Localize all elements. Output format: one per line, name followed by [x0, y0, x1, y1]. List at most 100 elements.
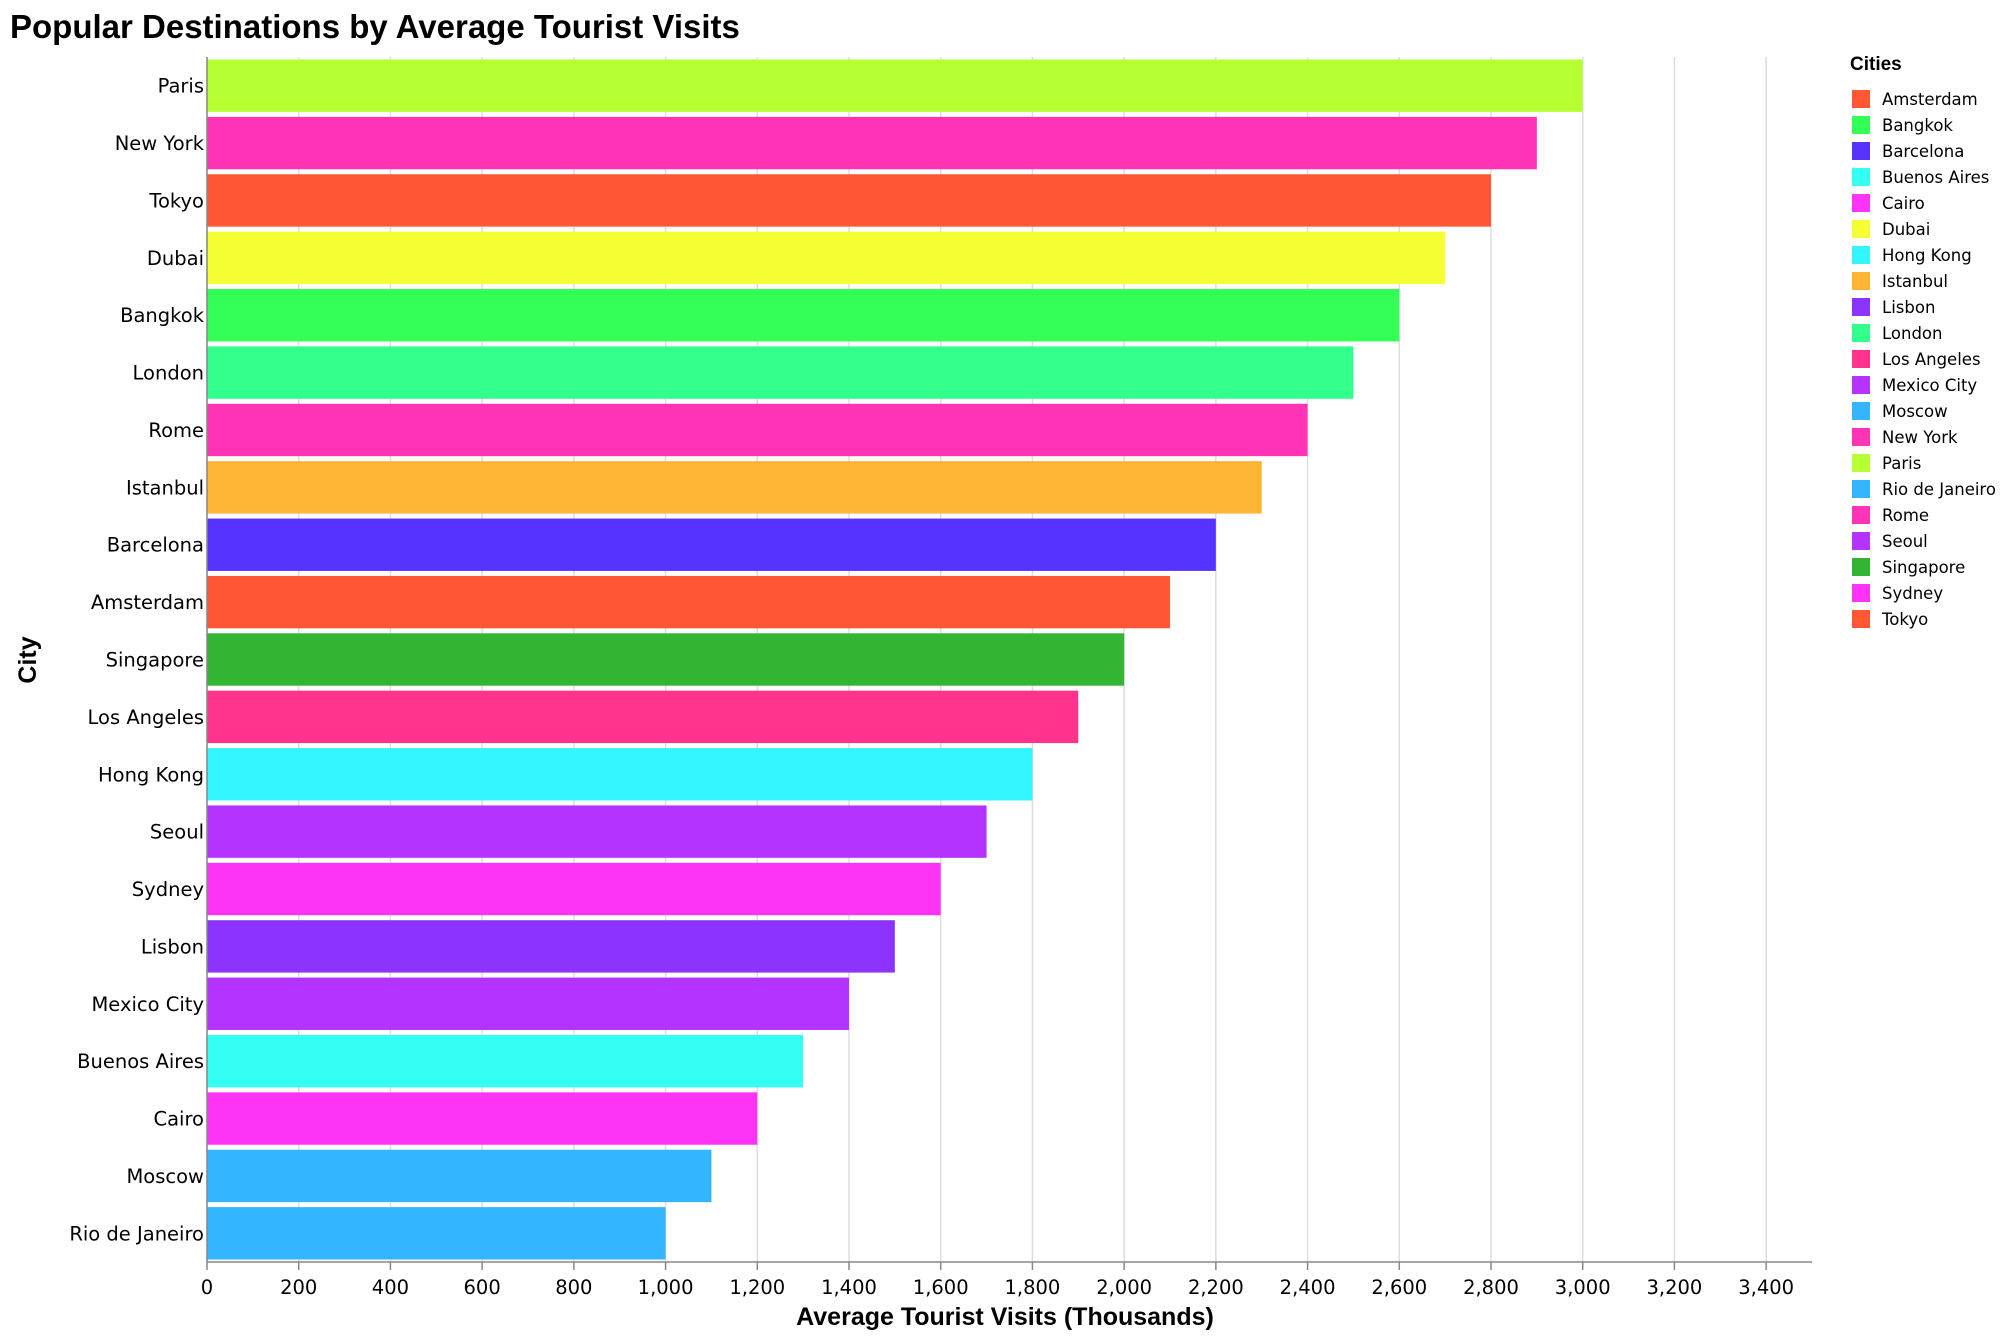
x-tick-label: 3,200: [1647, 1276, 1703, 1299]
legend-swatch: [1852, 454, 1870, 472]
x-axis-title: Average Tourist Visits (Thousands): [796, 1303, 1214, 1331]
bar-cairo: [207, 1092, 758, 1145]
bar-moscow: [207, 1149, 712, 1203]
y-tick-label: Los Angeles: [88, 706, 204, 729]
bar-seoul: [207, 805, 987, 858]
legend-label: Cairo: [1882, 194, 1925, 213]
y-tick-label: Rome: [148, 419, 204, 442]
legend-item: Mexico City: [1852, 376, 1977, 395]
y-tick-label: Buenos Aires: [77, 1050, 204, 1073]
legend-label: Buenos Aires: [1882, 168, 1989, 187]
y-tick-label: Moscow: [126, 1165, 204, 1188]
legend-swatch: [1852, 324, 1870, 342]
y-tick-label: Sydney: [132, 878, 204, 901]
y-tick-label: Singapore: [106, 649, 204, 672]
legend-label: Seoul: [1882, 532, 1928, 551]
x-tick-label: 1,400: [821, 1276, 877, 1299]
legend-item: Cairo: [1852, 194, 1925, 213]
x-tick-label: 1,000: [638, 1276, 694, 1299]
legend-swatch: [1852, 532, 1870, 550]
y-tick-label: Dubai: [147, 247, 204, 270]
legend-swatch: [1852, 194, 1870, 212]
x-tick-label: 200: [280, 1276, 317, 1299]
legend-label: New York: [1882, 428, 1958, 447]
legend-item: Amsterdam: [1852, 90, 1978, 109]
legend-swatch: [1852, 142, 1870, 160]
y-tick-label: Mexico City: [91, 993, 204, 1016]
bars: [207, 59, 1583, 1260]
legend-swatch: [1852, 298, 1870, 316]
legend-label: Dubai: [1882, 220, 1930, 239]
bar-los-angeles: [207, 690, 1079, 744]
legend-swatch: [1852, 90, 1870, 108]
legend-item: Sydney: [1852, 584, 1943, 603]
legend-item: Rio de Janeiro: [1852, 480, 1996, 499]
bar-bangkok: [207, 289, 1400, 342]
x-tick-label: 1,800: [1005, 1276, 1061, 1299]
y-tick-label: Lisbon: [141, 935, 204, 958]
x-axis: 0 200 400 600 800 1,000 1,200 1,400 1,600 1,800 2,…: [201, 1261, 1812, 1299]
legend-label: Mexico City: [1882, 376, 1977, 395]
x-tick-label: 0: [201, 1276, 213, 1299]
y-axis: Paris New York Tokyo Dubai Bangkok London Rome…: [69, 57, 208, 1262]
bar-new-york: [207, 116, 1537, 170]
legend-label: Rio de Janeiro: [1882, 480, 1996, 499]
legend-item: Tokyo: [1852, 610, 1928, 629]
legend-item: Seoul: [1852, 532, 1928, 551]
bar-istanbul: [207, 461, 1262, 514]
y-tick-label: Bangkok: [120, 304, 205, 327]
y-tick-label: Amsterdam: [91, 591, 204, 614]
legend-item: Buenos Aires: [1852, 168, 1989, 187]
x-tick-label: 3,400: [1738, 1276, 1794, 1299]
bar-sydney: [207, 862, 941, 916]
legend-label: Istanbul: [1882, 272, 1948, 291]
bar-barcelona: [207, 518, 1216, 571]
legend-label: Paris: [1882, 454, 1921, 473]
legend-label: Los Angeles: [1882, 350, 1981, 369]
legend-label: London: [1882, 324, 1942, 343]
legend-item: Barcelona: [1852, 142, 1964, 161]
legend-swatch: [1852, 558, 1870, 576]
y-tick-label: New York: [115, 132, 205, 155]
y-tick-label: Hong Kong: [98, 763, 204, 786]
legend-swatch: [1852, 220, 1870, 238]
legend-swatch: [1852, 428, 1870, 446]
x-tick-label: 1,600: [913, 1276, 969, 1299]
x-tick-label: 2,600: [1371, 1276, 1427, 1299]
legend-label: Lisbon: [1882, 298, 1935, 317]
legend-swatch: [1852, 584, 1870, 602]
y-tick-label: Tokyo: [148, 189, 204, 212]
legend-item: Singapore: [1852, 558, 1965, 577]
legend-item: Istanbul: [1852, 272, 1948, 291]
bar-amsterdam: [207, 575, 1170, 629]
legend-label: Amsterdam: [1882, 90, 1978, 109]
y-tick-label: London: [133, 362, 204, 385]
legend-label: Barcelona: [1882, 142, 1964, 161]
y-tick-label: Istanbul: [126, 476, 204, 499]
bar-london: [207, 346, 1354, 399]
x-tick-label: 2,200: [1188, 1276, 1244, 1299]
legend-item: Hong Kong: [1852, 246, 1972, 265]
bar-rio-de-janeiro: [207, 1207, 666, 1260]
bar-lisbon: [207, 920, 895, 973]
y-tick-label: Barcelona: [107, 534, 204, 557]
bar-paris: [207, 59, 1583, 112]
legend-label: Bangkok: [1882, 116, 1953, 135]
legend-label: Rome: [1882, 506, 1929, 525]
y-axis-title: City: [14, 636, 42, 683]
bar-dubai: [207, 231, 1446, 285]
legend-swatch: [1852, 480, 1870, 498]
legend-item: Lisbon: [1852, 298, 1935, 317]
x-tick-label: 2,400: [1280, 1276, 1336, 1299]
legend-item: Moscow: [1852, 402, 1948, 421]
y-tick-label: Rio de Janeiro: [69, 1222, 204, 1245]
legend-label: Tokyo: [1881, 610, 1928, 629]
legend-swatch: [1852, 506, 1870, 524]
legend-item: Paris: [1852, 454, 1921, 473]
legend-item: New York: [1852, 428, 1958, 447]
x-tick-label: 800: [555, 1276, 592, 1299]
legend-swatch: [1852, 246, 1870, 264]
y-tick-label: Seoul: [150, 821, 204, 844]
legend-item: London: [1852, 324, 1942, 343]
